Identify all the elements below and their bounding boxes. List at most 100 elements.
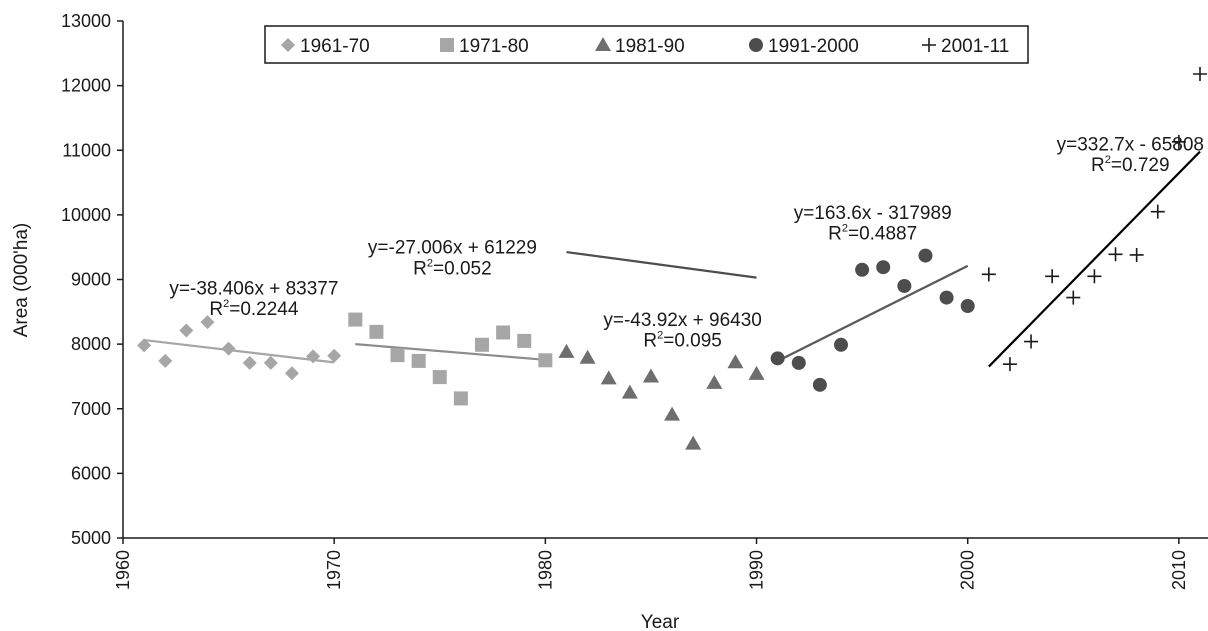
trend-r-squared: R2=0.095 bbox=[643, 330, 722, 352]
data-point-1971-80 bbox=[411, 353, 426, 368]
legend-marker bbox=[281, 38, 295, 52]
data-point-1981-90 bbox=[664, 406, 681, 421]
legend-item: 2001-11 bbox=[941, 36, 1009, 57]
y-tick-label: 7000 bbox=[71, 399, 111, 419]
data-point-2001-11 bbox=[1024, 334, 1039, 349]
x-tick-label: 2000 bbox=[958, 550, 978, 590]
data-point-1961-70 bbox=[137, 338, 152, 353]
data-point-1981-90 bbox=[642, 368, 659, 383]
data-point-1961-70 bbox=[242, 355, 257, 370]
data-point-2001-11 bbox=[1108, 247, 1123, 262]
y-tick-label: 6000 bbox=[71, 463, 111, 483]
data-point-1981-90 bbox=[685, 435, 702, 450]
data-point-1971-80 bbox=[475, 337, 489, 352]
trend-equation: y=-27.006x + 61229 bbox=[368, 238, 537, 259]
data-point-1961-70 bbox=[158, 353, 173, 368]
data-points bbox=[137, 66, 1207, 450]
data-point-1971-80 bbox=[517, 333, 532, 348]
data-point-1961-70 bbox=[200, 315, 215, 330]
data-point-1991-2000 bbox=[812, 377, 827, 392]
legend-box bbox=[264, 25, 1029, 64]
data-point-1961-70 bbox=[263, 355, 278, 370]
data-point-1971-80 bbox=[496, 325, 511, 340]
legend-item: 1961-70 bbox=[300, 36, 370, 57]
x-tick-label: 1980 bbox=[535, 550, 555, 590]
trend-equation: y=332.7x - 65808 bbox=[1057, 134, 1204, 155]
x-tick-label: 1970 bbox=[324, 550, 344, 590]
data-point-1991-2000 bbox=[791, 355, 806, 370]
legend-marker bbox=[922, 38, 936, 52]
x-tick-label: 2010 bbox=[1169, 550, 1189, 590]
data-point-2001-11 bbox=[1193, 66, 1207, 81]
data-point-1971-80 bbox=[348, 312, 363, 327]
legend-marker bbox=[595, 37, 611, 51]
data-point-1981-90 bbox=[748, 365, 765, 380]
legend: 1961-70 1971-80 1981-90 1991-2000 2001-11 bbox=[264, 25, 1029, 64]
data-point-1981-90 bbox=[579, 349, 596, 364]
data-point-1961-70 bbox=[221, 341, 236, 356]
data-point-1981-90 bbox=[621, 384, 638, 399]
data-point-1991-2000 bbox=[939, 290, 954, 305]
trendline-1981-90 bbox=[566, 250, 757, 279]
trend-r-squared: R2=0.4887 bbox=[828, 222, 917, 244]
data-point-2001-11 bbox=[1087, 269, 1102, 284]
trendline-1991-2000 bbox=[777, 264, 969, 363]
legend-item: 1971-80 bbox=[459, 36, 529, 57]
data-point-1961-70 bbox=[327, 348, 342, 363]
data-point-2001-11 bbox=[1045, 269, 1060, 284]
trend-equation: y=-38.406x + 83377 bbox=[169, 278, 338, 299]
data-point-1991-2000 bbox=[876, 260, 891, 275]
axes: 5000 6000 7000 8000 9000 10000 11000 12000 13000… bbox=[61, 11, 1208, 590]
data-point-1971-80 bbox=[538, 353, 553, 368]
data-point-2001-11 bbox=[1129, 247, 1144, 262]
y-tick-label: 5000 bbox=[71, 528, 111, 548]
data-point-2001-11 bbox=[1150, 204, 1165, 219]
data-point-1991-2000 bbox=[897, 278, 912, 293]
legend-marker bbox=[749, 38, 763, 52]
trendline-1961-70 bbox=[143, 338, 335, 364]
data-point-1961-70 bbox=[179, 323, 194, 338]
data-point-1991-2000 bbox=[960, 298, 975, 313]
legend-item: 1991-2000 bbox=[768, 36, 859, 57]
data-point-1981-90 bbox=[706, 374, 723, 389]
data-point-2001-11 bbox=[981, 267, 996, 282]
trendline-1971-80 bbox=[355, 343, 546, 361]
y-tick-label: 11000 bbox=[62, 140, 111, 160]
trend-equation: y=-43.92x + 96430 bbox=[603, 310, 761, 331]
y-axis-label: Area (000'ha) bbox=[11, 223, 32, 338]
data-point-1991-2000 bbox=[770, 351, 785, 366]
legend-item: 1981-90 bbox=[615, 36, 685, 57]
data-point-1971-80 bbox=[369, 324, 384, 339]
y-tick-label: 9000 bbox=[71, 270, 111, 290]
data-point-1971-80 bbox=[453, 391, 468, 406]
data-point-1981-90 bbox=[727, 354, 744, 369]
x-tick-label: 1960 bbox=[113, 550, 133, 590]
data-point-1971-80 bbox=[432, 370, 447, 385]
trendlines bbox=[143, 150, 1201, 368]
trend-r-squared: R2=0.729 bbox=[1091, 154, 1170, 176]
data-point-2001-11 bbox=[1171, 134, 1186, 149]
data-point-1981-90 bbox=[558, 343, 575, 358]
trend-r-squared: R2=0.2244 bbox=[209, 298, 299, 320]
trend-r-squared: R2=0.052 bbox=[413, 257, 492, 279]
legend-marker bbox=[440, 38, 454, 52]
data-point-1971-80 bbox=[390, 348, 405, 363]
trend-equation: y=163.6x - 317989 bbox=[794, 203, 952, 224]
x-tick-label: 1990 bbox=[747, 550, 767, 590]
y-tick-label: 10000 bbox=[61, 205, 111, 225]
trendline-2001-11 bbox=[988, 150, 1201, 368]
data-point-1991-2000 bbox=[855, 262, 870, 277]
data-point-2001-11 bbox=[1002, 357, 1017, 372]
y-tick-label: 12000 bbox=[61, 76, 111, 96]
data-point-1961-70 bbox=[306, 349, 321, 364]
data-point-1981-90 bbox=[600, 370, 617, 385]
x-axis-label: Year bbox=[641, 612, 680, 631]
data-point-2001-11 bbox=[1066, 290, 1081, 305]
y-tick-label: 13000 bbox=[61, 11, 111, 31]
data-point-1991-2000 bbox=[918, 248, 933, 263]
data-point-1961-70 bbox=[284, 366, 299, 381]
y-tick-label: 8000 bbox=[71, 334, 111, 354]
data-point-1991-2000 bbox=[834, 337, 848, 352]
